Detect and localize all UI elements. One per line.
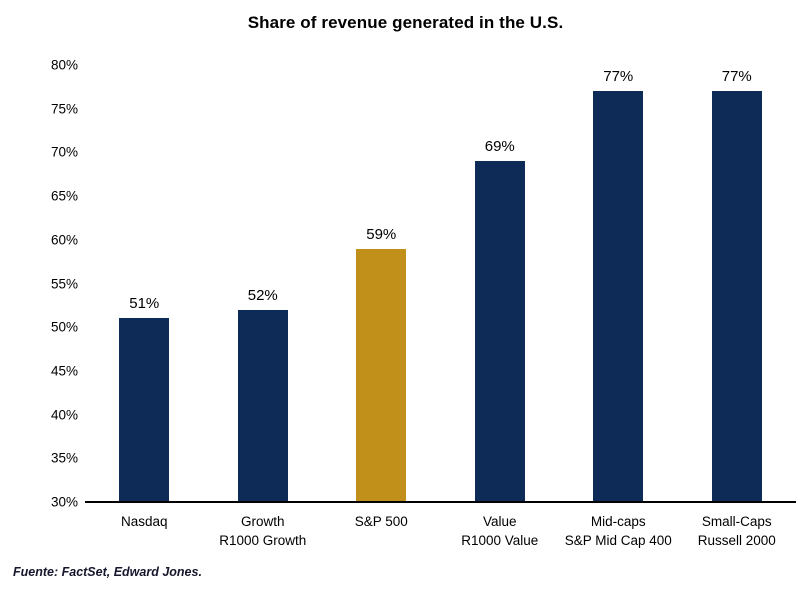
category-label-line: S&P 500 (354, 514, 408, 529)
y-tick-label-80: 80% (50, 57, 78, 73)
y-tick-label-40: 40% (50, 407, 78, 423)
bar-slot-s-p-500: 59% (322, 65, 441, 502)
category-label-value: Value R1000 Value (441, 512, 560, 550)
category-label-small-caps: Small-Caps Russell 2000 (678, 512, 797, 550)
bar-nasdaq (119, 318, 170, 502)
category-label-mid-caps: Mid-caps S&P Mid Cap 400 (559, 512, 678, 550)
bar-value-label: 52% (247, 286, 278, 304)
bar-slot-value: 69% (441, 65, 560, 502)
y-tick-label-70: 70% (50, 144, 78, 160)
category-label-line: R1000 Growth (219, 533, 307, 548)
plot-area: 51% 52% 59% 69% 77% 77% (85, 65, 796, 502)
category-label-nasdaq: Nasdaq (85, 512, 204, 550)
category-label-line: Russell 2000 (697, 533, 776, 548)
bar-value-label: 69% (484, 138, 515, 156)
category-label-line: Growth (240, 514, 285, 529)
bar-slot-mid-caps: 77% (559, 65, 678, 502)
bar-value-label: 59% (366, 225, 397, 243)
y-tick-label-30: 30% (50, 494, 78, 510)
bar-value-label: 51% (129, 295, 160, 313)
y-tick-label-45: 45% (50, 363, 78, 379)
bar-value-label: 77% (603, 68, 634, 86)
y-tick-label-75: 75% (50, 101, 78, 117)
x-axis-labels: Nasdaq Growth R1000 Growth S&P 500 Value R100… (85, 512, 796, 550)
bar-slot-small-caps: 77% (678, 65, 797, 502)
y-tick-label-55: 55% (50, 276, 78, 291)
bar-slot-nasdaq: 51% (85, 65, 204, 502)
bar-small-caps (711, 91, 762, 502)
source-note: Fuente: FactSet, Edward Jones. (13, 565, 202, 579)
y-tick-label-50: 50% (50, 319, 78, 335)
category-label-line: S&P Mid Cap 400 (564, 533, 672, 548)
y-axis: 30% 35% 40% 45% 50% 55% 60% 65% 70% 75% 80% (0, 58, 78, 510)
bar-value (474, 161, 525, 502)
category-label-s-p-500: S&P 500 (322, 512, 441, 550)
y-tick-label-60: 60% (50, 232, 78, 248)
chart-title: Share of revenue generated in the U.S. (247, 13, 564, 32)
y-tick-label-35: 35% (50, 450, 78, 466)
y-tick-label-65: 65% (50, 188, 78, 204)
x-axis-line (85, 501, 796, 503)
bar-growth (237, 309, 288, 502)
bar-mid-caps (593, 91, 644, 502)
category-label-line: Value (482, 514, 517, 529)
category-label-line: R1000 Value (461, 533, 539, 548)
bar-s-p-500 (356, 248, 407, 502)
category-label-growth: Growth R1000 Growth (204, 512, 323, 550)
category-label-line: Small-Caps (701, 514, 772, 529)
bar-value-label: 77% (721, 68, 752, 86)
category-label-line: Mid-caps (590, 514, 646, 529)
category-label-line: Nasdaq (120, 514, 168, 529)
bar-slot-growth: 52% (204, 65, 323, 502)
